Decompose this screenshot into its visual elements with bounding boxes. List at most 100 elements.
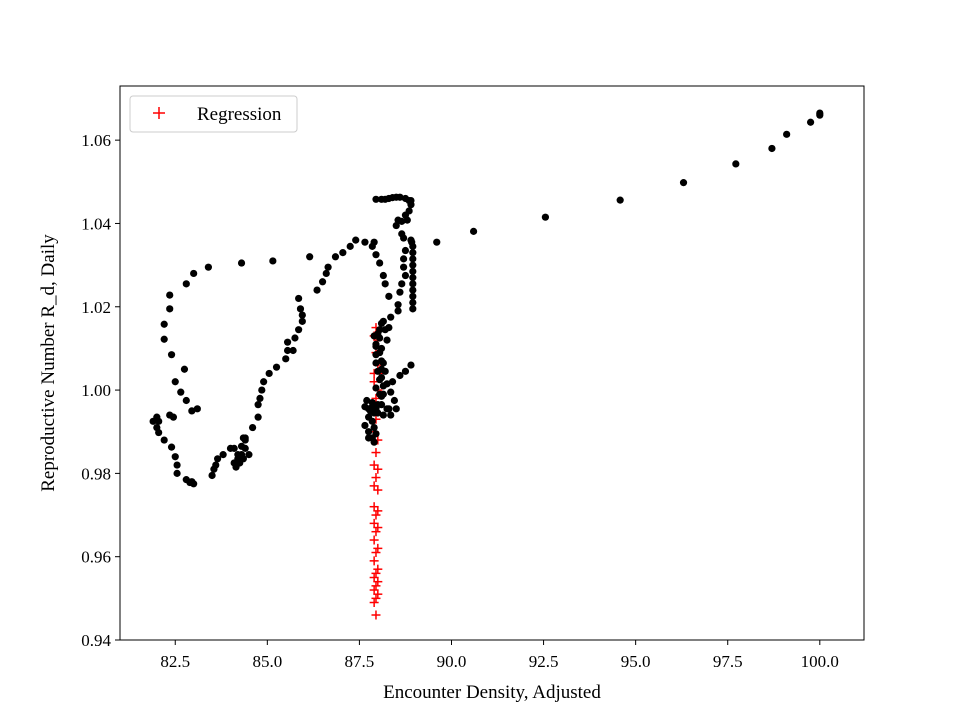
observed-point — [237, 442, 246, 450]
regression-point — [371, 610, 381, 620]
observed-point — [376, 390, 384, 398]
observed-point — [403, 216, 411, 224]
observed-point — [212, 461, 220, 469]
x-axis-label: Encounter Density, Adjusted — [383, 682, 601, 703]
observed-point — [379, 271, 387, 280]
observed-point — [372, 359, 380, 367]
observed-point — [388, 378, 397, 386]
observed-point — [433, 238, 441, 246]
observed-point — [298, 317, 306, 325]
observed-point — [541, 213, 550, 221]
observed-point — [387, 411, 395, 419]
observed-point — [160, 320, 168, 328]
observed-point — [193, 405, 201, 413]
observed-point — [214, 455, 222, 463]
observed-point — [372, 195, 380, 203]
observed-point — [232, 463, 240, 471]
observed-point — [160, 436, 168, 444]
regression-point — [369, 535, 379, 545]
observed-point — [169, 413, 178, 421]
observed-point — [346, 242, 354, 250]
y-axis-ticks: 0.94 0.96 0.98 1.00 1.02 1.04 1.06 — [81, 131, 120, 650]
observed-point — [318, 278, 327, 286]
observed-point — [409, 305, 417, 313]
y-tick-label: 1.02 — [81, 298, 111, 317]
regression-point — [373, 464, 383, 474]
observed-point — [361, 238, 369, 246]
observed-point — [469, 227, 478, 235]
observed-point — [392, 405, 400, 413]
observed-point — [254, 413, 262, 421]
observed-point — [783, 130, 791, 138]
observed-point — [409, 286, 417, 294]
observed-point — [409, 255, 417, 263]
observed-point — [272, 363, 281, 371]
observed-point — [324, 263, 332, 271]
chart-marks — [149, 109, 824, 620]
observed-point — [370, 423, 378, 432]
observed-point — [806, 118, 815, 126]
observed-point — [379, 411, 387, 419]
observed-point — [171, 453, 179, 461]
observed-point — [177, 388, 185, 396]
observed-point — [289, 346, 297, 355]
observed-point — [409, 261, 417, 269]
observed-point — [155, 428, 163, 437]
regression-point — [371, 473, 381, 483]
observed-point — [230, 444, 238, 452]
observed-point — [149, 417, 157, 425]
observed-point — [188, 407, 196, 415]
regression-point — [369, 556, 379, 566]
observed-series — [149, 109, 824, 488]
regression-point — [373, 577, 383, 587]
observed-point — [616, 196, 624, 204]
observed-point — [401, 271, 410, 280]
observed-point — [377, 195, 386, 203]
regression-point — [371, 448, 381, 458]
observed-point — [816, 111, 824, 119]
observed-point — [204, 263, 212, 271]
observed-point — [372, 384, 380, 392]
observed-point — [387, 313, 395, 321]
observed-point — [407, 236, 415, 244]
observed-point — [368, 417, 376, 425]
observed-point — [409, 267, 417, 275]
observed-point — [265, 369, 273, 378]
observed-point — [381, 367, 389, 375]
observed-point — [390, 396, 398, 405]
observed-point — [400, 255, 408, 263]
observed-point — [370, 238, 378, 246]
regression-point — [373, 523, 383, 533]
observed-point — [396, 288, 404, 296]
x-tick-label: 90.0 — [437, 652, 467, 671]
x-tick-label: 95.0 — [621, 652, 651, 671]
y-tick-label: 0.98 — [81, 464, 111, 483]
observed-point — [376, 376, 384, 384]
observed-point — [166, 291, 174, 299]
observed-point — [401, 194, 410, 203]
regression-point — [373, 543, 383, 553]
legend: Regression — [129, 95, 298, 133]
observed-point — [256, 394, 264, 403]
observed-point — [254, 401, 262, 409]
observed-point — [679, 179, 688, 187]
observed-point — [160, 335, 168, 343]
regression-point — [371, 581, 381, 591]
observed-point — [291, 334, 299, 342]
observed-point — [383, 336, 391, 344]
observed-point — [283, 338, 292, 346]
observed-point — [401, 367, 410, 375]
observed-point — [298, 311, 306, 319]
observed-point — [409, 242, 417, 250]
observed-point — [188, 478, 196, 486]
observed-point — [182, 280, 190, 288]
observed-point — [237, 259, 246, 267]
x-tick-label: 97.5 — [713, 652, 743, 671]
observed-point — [366, 407, 375, 415]
observed-point — [376, 326, 384, 334]
observed-point — [241, 434, 249, 442]
y-tick-label: 0.94 — [81, 631, 111, 650]
observed-point — [245, 451, 253, 459]
observed-point — [372, 342, 380, 350]
